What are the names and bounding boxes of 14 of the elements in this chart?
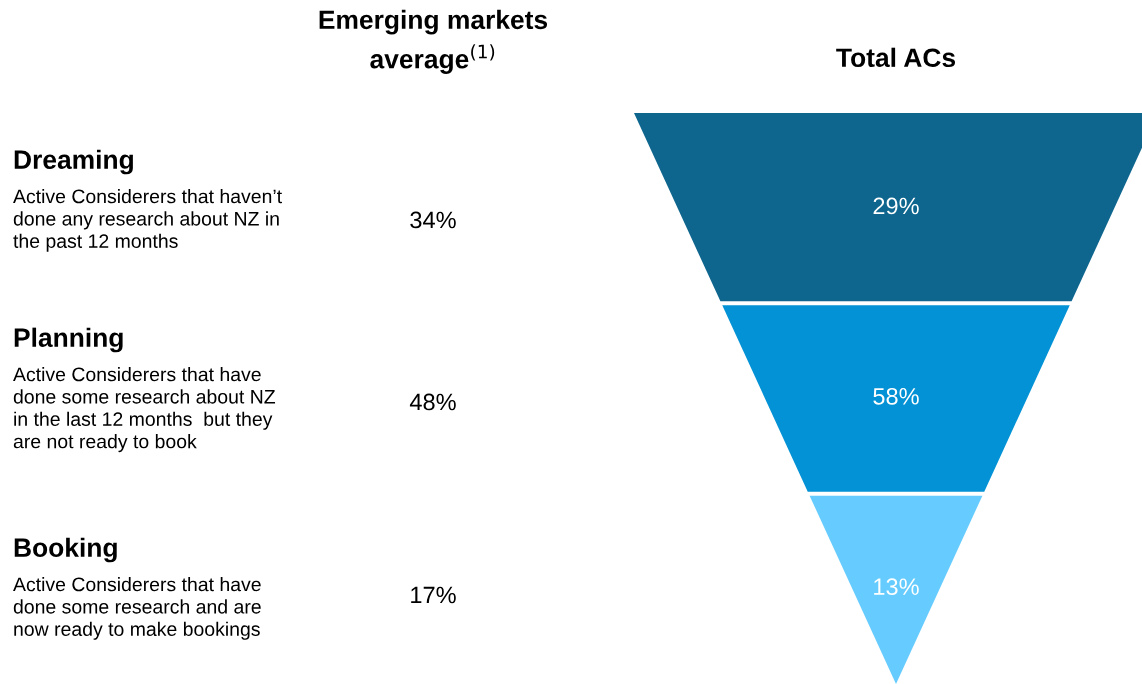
text: Active Considerers that have done some research about NZ in the last 12 months but they are not ready to book (13, 367, 276, 453)
category-label: Planning (14, 327, 123, 353)
text: Active Considerers that haven’t done any research about NZ in the past 12 months (13, 189, 282, 252)
category-label: Booking (14, 537, 117, 563)
text: Total ACs (836, 47, 956, 68)
legend-label: Emerging markets average$^{(1)}$ (319, 9, 548, 74)
data-label: 48% (409, 393, 456, 411)
data-label: 13% (874, 578, 919, 595)
data-label: 58% (873, 387, 919, 405)
data-label: 17% (411, 586, 456, 604)
text: Active Considerers that have done some research and are now ready to make bookings (13, 577, 261, 640)
category-label: Dreaming (14, 149, 133, 175)
data-label: 34% (410, 211, 456, 229)
data-label: 29% (873, 197, 919, 215)
